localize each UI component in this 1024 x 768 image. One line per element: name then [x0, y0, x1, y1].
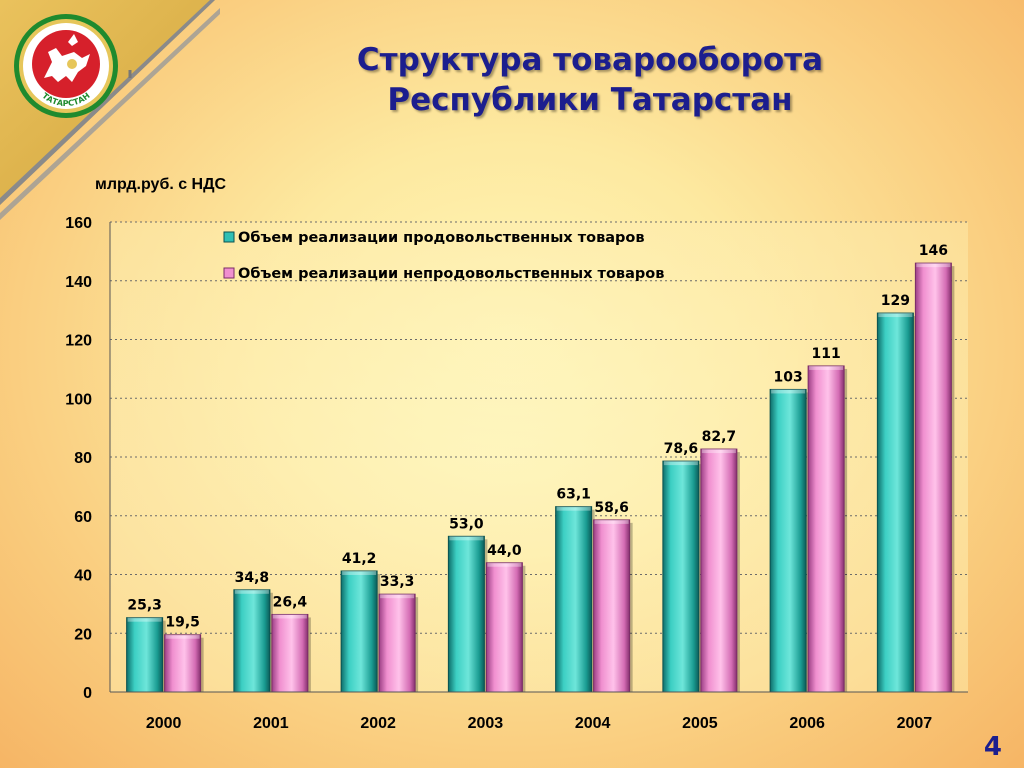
bar-group-2000: 25,319,5 [126, 598, 204, 693]
bar-food-2000 [126, 617, 164, 693]
bar-top-highlight [916, 263, 951, 268]
x-tick-label: 2001 [253, 715, 289, 732]
x-tick-label: 2006 [789, 715, 825, 732]
bar-nonfood-2006 [807, 365, 845, 693]
bar-food-2001 [233, 589, 271, 693]
bar-value-label: 41,2 [342, 551, 377, 567]
y-tick-label: 0 [83, 685, 92, 702]
bar-value-label: 34,8 [235, 570, 270, 586]
y-tick-label: 60 [74, 509, 92, 526]
bar-value-label: 53,0 [449, 516, 484, 532]
bar-value-label: 129 [881, 293, 910, 309]
legend-label: Объем реализации продовольственных товар… [238, 230, 645, 246]
bar-value-label: 25,3 [127, 598, 162, 614]
bar-group-2002: 41,233,3 [340, 551, 419, 693]
bar-nonfood-2001 [271, 613, 309, 693]
y-tick-label: 40 [74, 568, 92, 585]
bar-nonfood-2003 [485, 562, 523, 693]
bar-value-label: 58,6 [594, 500, 629, 516]
y-tick-label: 160 [65, 215, 92, 232]
bar-top-highlight [380, 594, 415, 599]
y-tick-label: 20 [74, 626, 92, 643]
bar-value-label: 19,5 [165, 615, 200, 631]
bar-value-label: 111 [812, 346, 841, 362]
bar-top-highlight [165, 634, 200, 639]
y-tick-label: 120 [65, 333, 92, 350]
bar-nonfood-2004 [593, 519, 631, 693]
page-title-line2: Республики Татарстан [387, 82, 793, 118]
legend-swatch [223, 267, 235, 279]
bar-value-label: 63,1 [556, 487, 591, 503]
bar-value-label: 33,3 [380, 574, 415, 590]
bar-group-2005: 78,682,7 [662, 429, 740, 693]
bar-group-2003: 53,044,0 [447, 516, 526, 693]
bar-chart: 0 20 40 60 80 100 120 140 160 25,319,5 34,826,4 41… [65, 215, 968, 732]
bar-top-highlight [594, 519, 629, 524]
bar-top-highlight [234, 589, 269, 594]
bar-nonfood-2005 [700, 448, 738, 693]
tatarstan-emblem-icon: ТАТАРСТАН [12, 12, 120, 120]
bar-nonfood-2002 [378, 593, 416, 693]
bar-top-highlight [272, 614, 307, 619]
legend-swatch [223, 231, 235, 243]
chart-legend: Объем реализации продовольственных товар… [223, 230, 664, 282]
bar-top-highlight [342, 570, 377, 575]
y-axis-unit-label: млрд.руб. с НДС [95, 176, 227, 193]
bar-value-label: 26,4 [273, 594, 308, 610]
bar-top-highlight [127, 617, 162, 622]
legend-label: Объем реализации непродовольственных тов… [238, 266, 664, 282]
bar-top-highlight [487, 562, 522, 567]
page-title-line1: Структура товарооборота [356, 42, 824, 78]
bar-top-highlight [663, 461, 698, 466]
bar-top-highlight [449, 536, 484, 541]
bar-top-highlight [701, 449, 736, 454]
x-tick-label: 2007 [897, 715, 933, 732]
y-tick-label: 140 [65, 274, 92, 291]
bar-top-highlight [878, 313, 913, 318]
x-tick-label: 2005 [682, 715, 718, 732]
x-tick-label: 2002 [360, 715, 396, 732]
bar-value-label: 103 [774, 369, 803, 385]
y-tick-label: 100 [65, 391, 92, 408]
bar-nonfood-2000 [164, 634, 202, 693]
x-tick-label: 2004 [575, 715, 611, 732]
bar-food-2006 [769, 388, 807, 693]
bar-value-label: 146 [919, 243, 948, 259]
x-tick-label: 2000 [146, 715, 182, 732]
page-number: 4 [983, 732, 1002, 762]
bar-food-2004 [555, 506, 593, 693]
bar-food-2005 [662, 460, 700, 693]
bar-top-highlight [771, 389, 806, 394]
bar-top-highlight [556, 506, 591, 511]
bar-group-2007: 129 146 [876, 243, 955, 693]
bar-value-label: 82,7 [702, 429, 737, 445]
bar-food-2002 [340, 570, 378, 693]
bar-food-2003 [447, 535, 485, 693]
bar-food-2007 [876, 312, 914, 693]
bar-nonfood-2007 [914, 262, 952, 693]
x-tick-label: 2003 [468, 715, 504, 732]
bar-group-2006: 103 111 [769, 346, 848, 693]
bar-group-2001: 34,826,4 [233, 570, 311, 693]
bar-top-highlight [809, 365, 844, 370]
bar-value-label: 78,6 [664, 441, 699, 457]
bar-group-2004: 63,158,6 [555, 487, 633, 693]
y-tick-label: 80 [74, 450, 92, 467]
bar-value-label: 44,0 [487, 543, 522, 559]
